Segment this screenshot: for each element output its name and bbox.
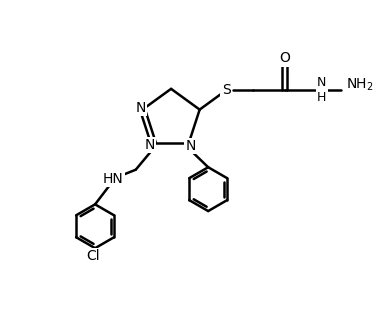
Text: NH$_2$: NH$_2$ — [346, 77, 374, 93]
Text: HN: HN — [102, 172, 123, 186]
Text: N: N — [145, 138, 155, 152]
Text: N: N — [185, 139, 196, 153]
Text: N
H: N H — [317, 76, 326, 104]
Text: S: S — [222, 83, 230, 97]
Text: O: O — [279, 51, 290, 65]
Text: Cl: Cl — [86, 249, 100, 263]
Text: N: N — [135, 101, 146, 115]
